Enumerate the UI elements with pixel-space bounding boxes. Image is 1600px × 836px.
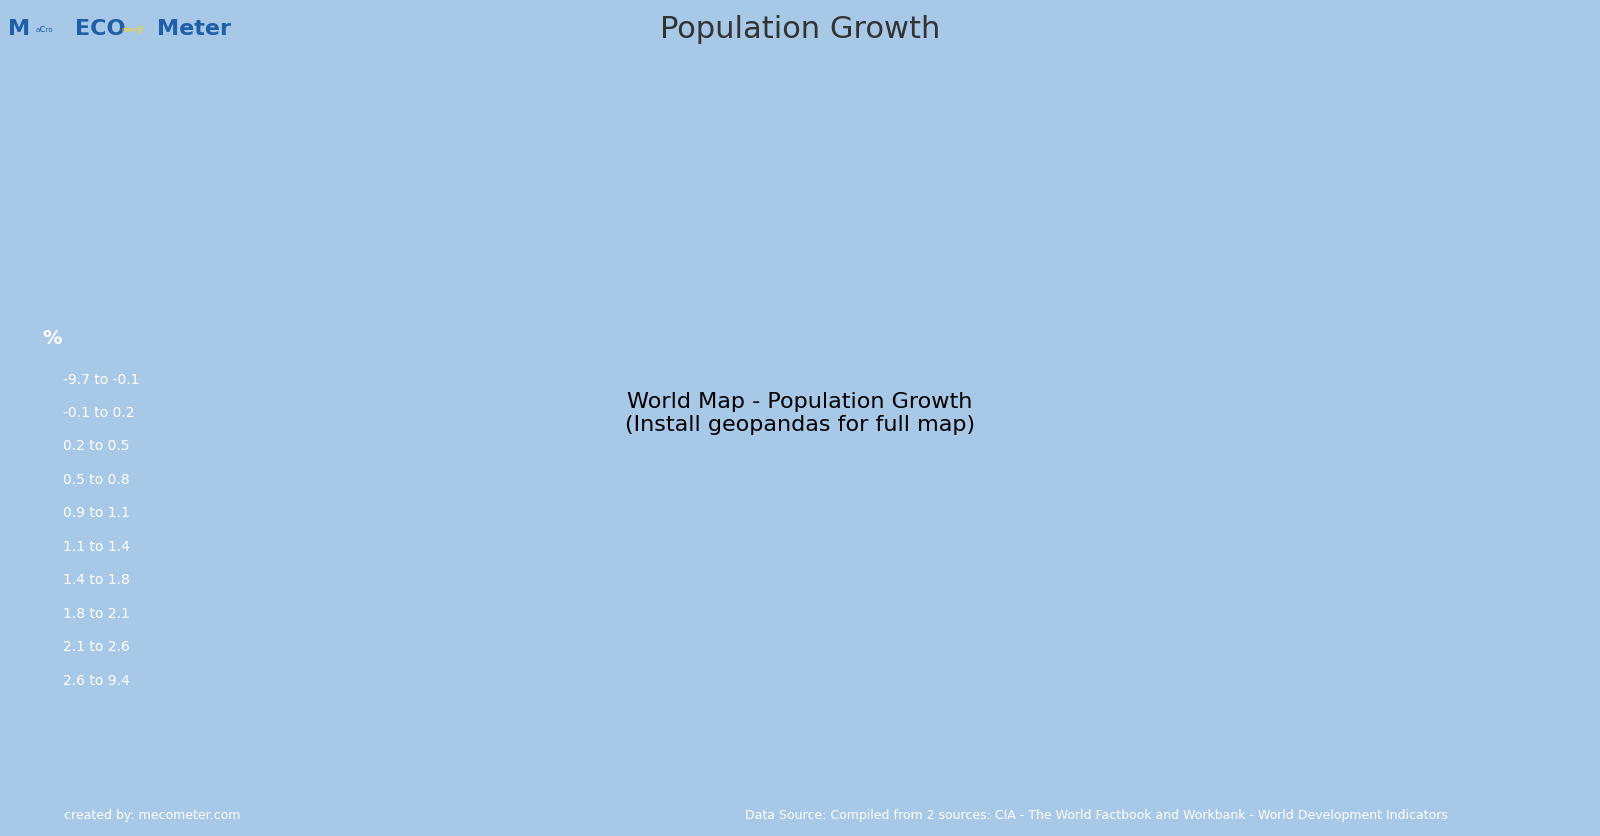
- Text: 2.1 to 2.6: 2.1 to 2.6: [64, 640, 130, 654]
- Text: ₐcᵣₒ: ₐcᵣₒ: [35, 24, 53, 34]
- Text: 1.4 to 1.8: 1.4 to 1.8: [64, 573, 130, 587]
- Text: Population Growth: Population Growth: [659, 15, 941, 43]
- Text: Data Source: Compiled from 2 sources: CIA - The World Factbook and Workbank - Wo: Data Source: Compiled from 2 sources: CI…: [744, 808, 1448, 822]
- Text: World Map - Population Growth
(Install geopandas for full map): World Map - Population Growth (Install g…: [626, 392, 974, 436]
- Text: 2.6 to 9.4: 2.6 to 9.4: [64, 674, 130, 687]
- Text: M: M: [8, 19, 30, 39]
- Text: Meter: Meter: [157, 19, 230, 39]
- Text: 0.2 to 0.5: 0.2 to 0.5: [64, 440, 130, 453]
- Text: -0.1 to 0.2: -0.1 to 0.2: [64, 406, 134, 420]
- Text: ECO: ECO: [75, 19, 126, 39]
- Text: 0.9 to 1.1: 0.9 to 1.1: [64, 507, 130, 520]
- Text: created by: mecometer.com: created by: mecometer.com: [64, 808, 240, 822]
- Text: 1.8 to 2.1: 1.8 to 2.1: [64, 607, 130, 620]
- Text: 1.1 to 1.4: 1.1 to 1.4: [64, 540, 130, 553]
- Text: 0.5 to 0.8: 0.5 to 0.8: [64, 473, 130, 487]
- Text: ₙₒₘy: ₙₒₘy: [122, 24, 144, 34]
- Text: -9.7 to -0.1: -9.7 to -0.1: [64, 373, 139, 386]
- Text: %: %: [42, 329, 62, 348]
